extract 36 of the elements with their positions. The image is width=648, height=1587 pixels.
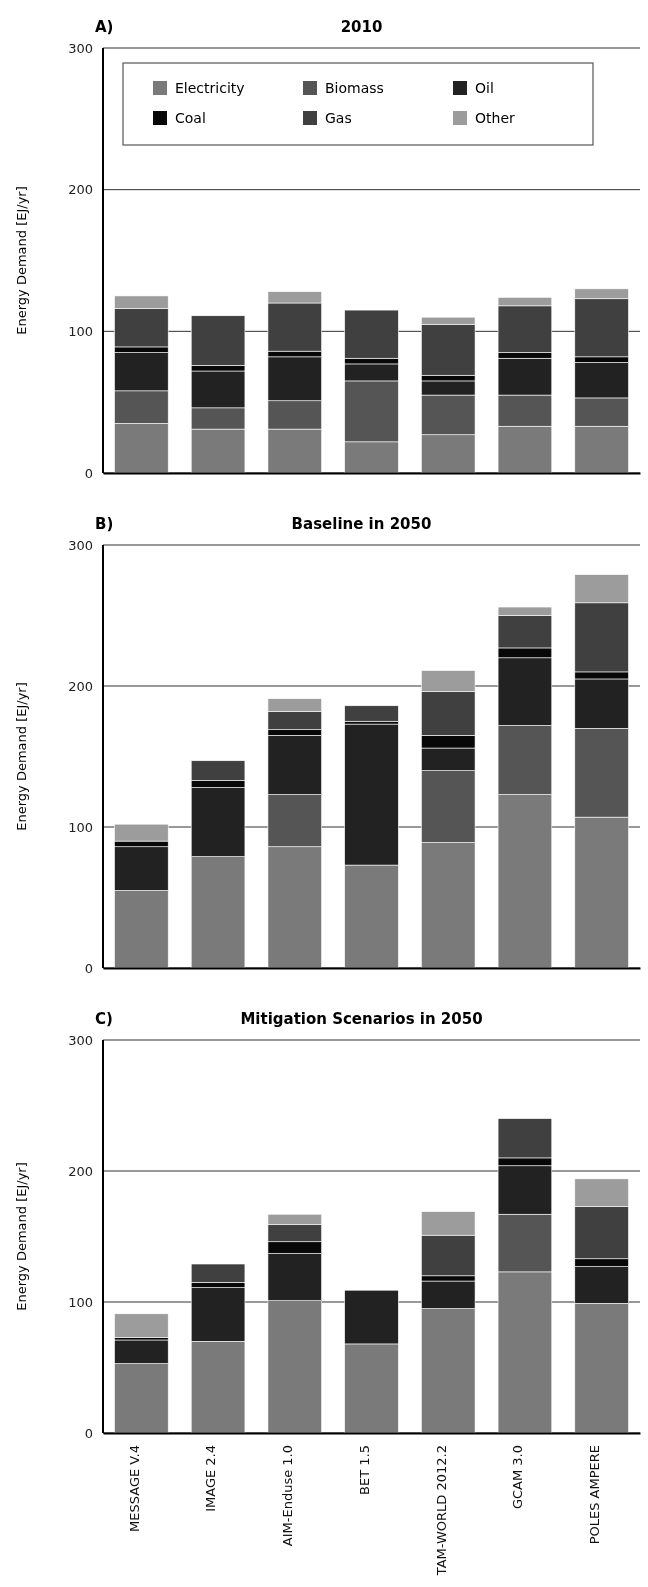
- x-tick-label: IMAGE 2.4: [203, 1445, 219, 1512]
- legend-label: Biomass: [325, 80, 384, 96]
- text: B): [95, 515, 114, 533]
- legend-label: Oil: [475, 80, 494, 96]
- y-axis-title: Energy Demand [EJ/yr]: [14, 186, 29, 335]
- text: A): [95, 18, 114, 36]
- chart-title: Mitigation Scenarios in 2050: [240, 1010, 483, 1028]
- legend-label: Gas: [325, 110, 352, 126]
- legend-label: Electricity: [175, 80, 245, 96]
- x-tick-label: MESSAGE V.4: [126, 1445, 142, 1532]
- x-tick-label: GCAM 3.0: [510, 1445, 526, 1510]
- legend-label: Other: [475, 110, 515, 126]
- y-axis-title: Energy Demand [EJ/yr]: [14, 1162, 29, 1311]
- y-tick-label: 0: [84, 465, 93, 481]
- bar: [344, 705, 399, 722]
- y-tick-label: 200: [68, 678, 93, 694]
- y-tick-label: 200: [68, 182, 93, 198]
- x-tick-label: AIM-Enduse 1.0: [280, 1445, 296, 1547]
- y-tick-label: 200: [68, 1163, 93, 1179]
- text: C): [95, 1010, 113, 1028]
- bar: [114, 1313, 169, 1338]
- y-tick-label: 100: [68, 323, 93, 339]
- legend-label: Coal: [175, 110, 206, 126]
- x-tick-label: TAM-WORLD 2012.2: [433, 1445, 449, 1577]
- chart-title: Baseline in 2050: [291, 515, 432, 533]
- y-tick-label: 0: [84, 1425, 93, 1441]
- y-tick-label: 300: [68, 1032, 93, 1048]
- y-tick-label: 0: [84, 960, 93, 976]
- x-tick-label: BET 1.5: [356, 1445, 372, 1495]
- y-axis-title: Energy Demand [EJ/yr]: [14, 682, 29, 831]
- y-tick-label: 300: [68, 40, 93, 56]
- chart-title: 2010: [340, 18, 383, 36]
- y-tick-label: 300: [68, 537, 93, 553]
- y-tick-label: 100: [68, 1294, 93, 1310]
- y-tick-label: 100: [68, 819, 93, 835]
- x-tick-label: POLES AMPERE: [587, 1445, 603, 1545]
